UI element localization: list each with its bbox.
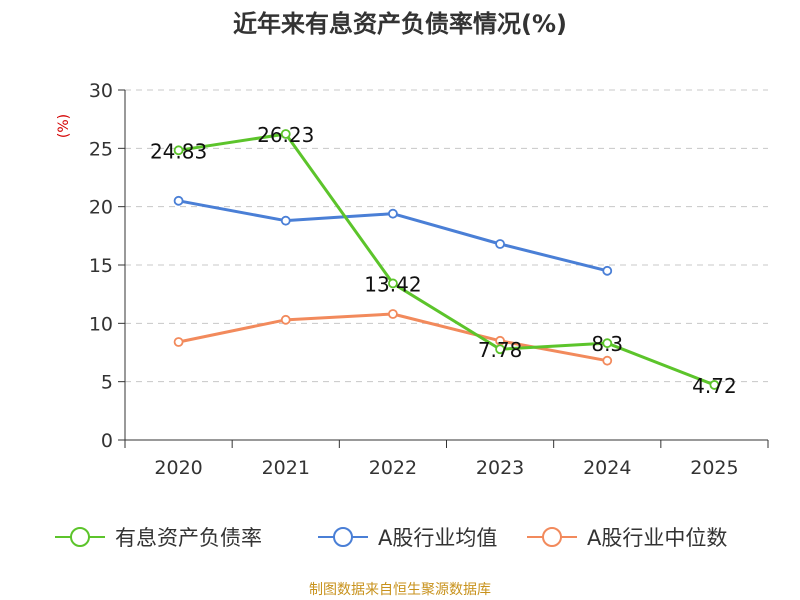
data-point[interactable] (495, 239, 505, 249)
legend-marker (333, 527, 353, 547)
legend-marker (542, 527, 562, 547)
x-tick-label: 2022 (369, 457, 417, 479)
data-point[interactable] (388, 208, 398, 219)
x-tick-label: 2024 (583, 457, 631, 479)
y-tick-label: 5 (101, 372, 113, 394)
data-point[interactable] (602, 355, 613, 366)
legend-item[interactable]: A股行业均值 (318, 526, 497, 550)
data-label: 24.83 (150, 139, 207, 163)
x-tick-label: 2020 (154, 457, 202, 479)
series-line (178, 132, 715, 387)
data-point[interactable] (173, 337, 184, 347)
data-point[interactable] (709, 380, 720, 390)
legend-item[interactable]: A股行业中位数 (527, 526, 727, 550)
legend-marker (70, 527, 90, 547)
legend-label: A股行业均值 (378, 526, 497, 550)
source-note: 制图数据来自恒生聚源数据库 (309, 582, 491, 598)
data-point[interactable] (495, 344, 505, 355)
y-axis-unit: (%) (56, 114, 72, 138)
data-label: 4.72 (692, 374, 737, 398)
x-tick-label: 2023 (476, 457, 524, 479)
legend-item[interactable]: 有息资产负债率 (55, 526, 262, 550)
chart-title: 近年来有息资产负债率情况(%) (233, 10, 567, 38)
data-label: 13.42 (364, 272, 421, 296)
data-point[interactable] (173, 195, 184, 206)
data-point[interactable] (388, 278, 398, 289)
legend-label: 有息资产负债率 (115, 526, 262, 550)
series-line (178, 312, 608, 363)
y-tick-label: 30 (89, 80, 113, 102)
x-tick-label: 2021 (262, 457, 310, 479)
legend-label: A股行业中位数 (587, 526, 727, 550)
data-point[interactable] (602, 265, 613, 276)
data-label: 26.23 (257, 123, 314, 147)
y-tick-label: 25 (89, 138, 113, 160)
data-label: 8.3 (591, 332, 623, 356)
data-point[interactable] (602, 338, 613, 349)
data-point[interactable] (280, 314, 291, 325)
y-tick-label: 10 (89, 313, 113, 335)
y-tick-label: 15 (89, 255, 113, 277)
y-tick-label: 20 (89, 197, 113, 219)
data-point[interactable] (388, 309, 398, 319)
x-tick-label: 2025 (690, 457, 738, 479)
y-tick-label: 0 (101, 430, 113, 452)
data-point[interactable] (280, 129, 291, 139)
data-point[interactable] (280, 215, 291, 226)
data-label: 7.78 (478, 338, 523, 362)
data-point[interactable] (173, 145, 184, 156)
